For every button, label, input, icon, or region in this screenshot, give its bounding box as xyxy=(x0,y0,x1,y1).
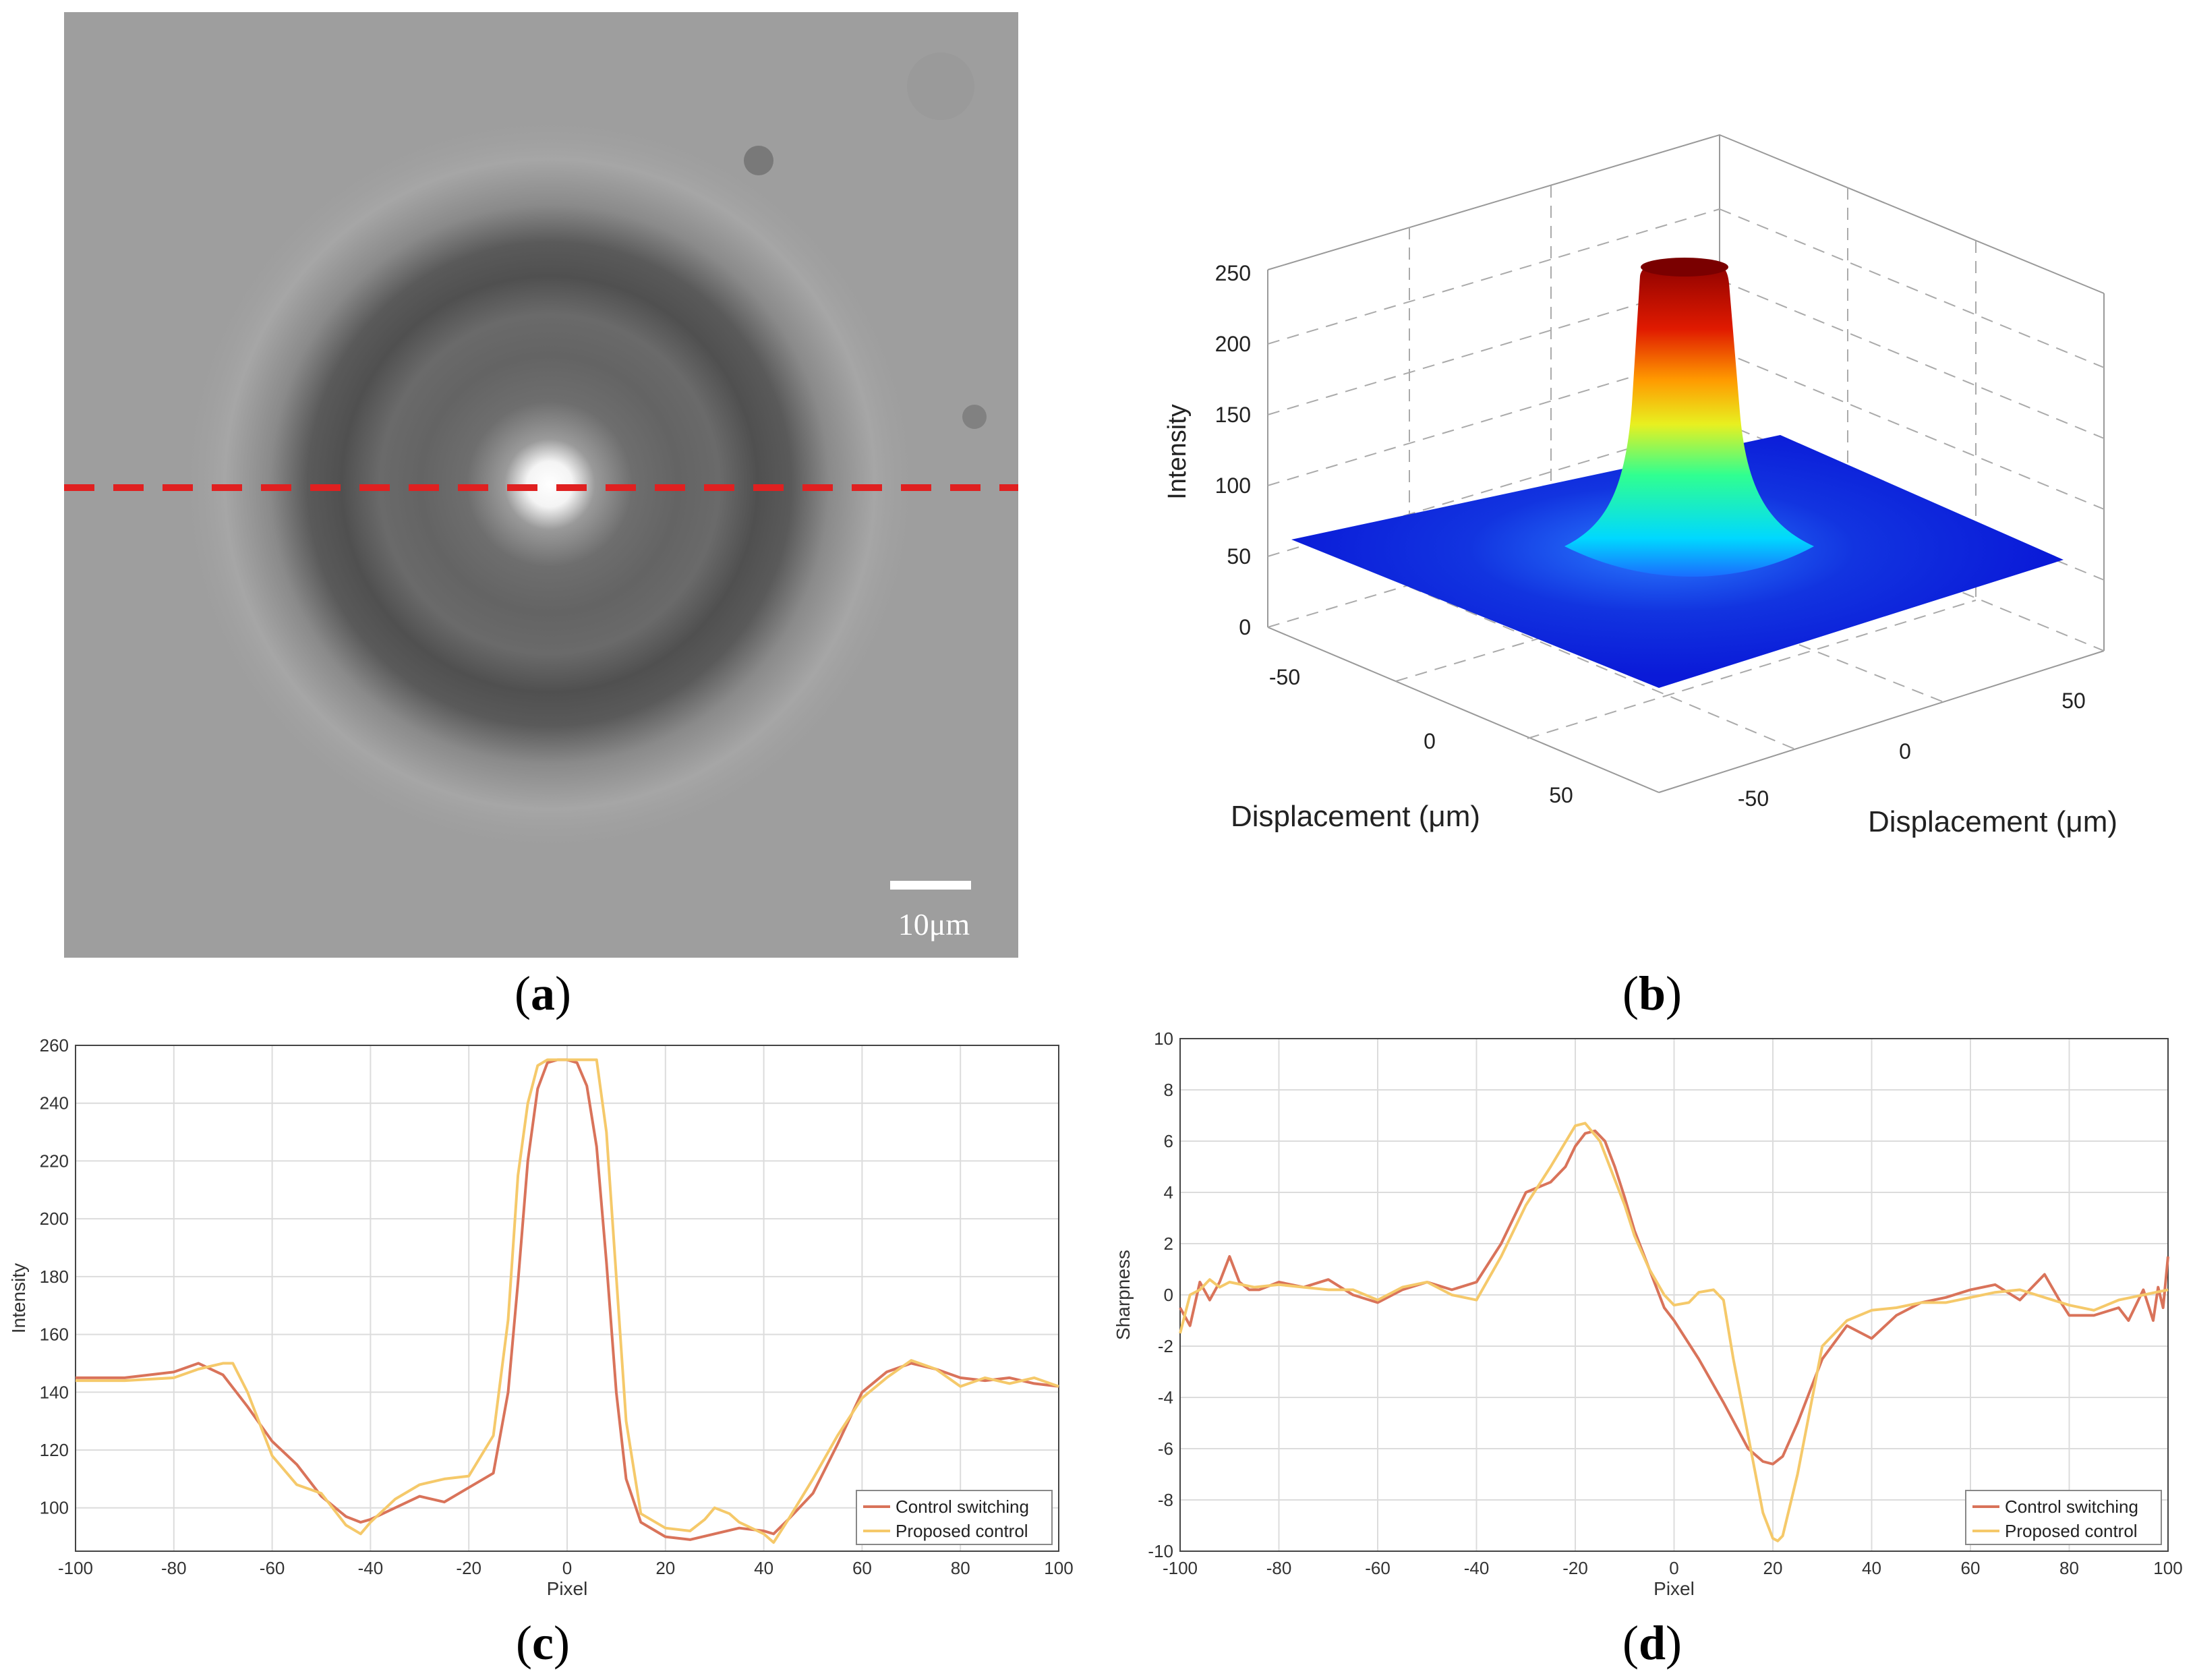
panel-a: 10μm xyxy=(64,12,1018,958)
series-line-1 xyxy=(1179,1122,2169,1542)
x-tick-label: 100 xyxy=(2153,1558,2182,1578)
x-tick-label: -100 xyxy=(58,1558,93,1578)
y-tick-label: 10 xyxy=(1154,1029,1173,1049)
x-tick-label: 40 xyxy=(754,1558,773,1578)
x-axis-label: Pixel xyxy=(547,1578,588,1599)
caption-c: (c) xyxy=(516,1616,570,1670)
svg-text:0: 0 xyxy=(1899,739,1911,763)
svg-text:-50: -50 xyxy=(1269,665,1300,689)
y-tick-label: 200 xyxy=(40,1209,69,1229)
x-tick-label: 40 xyxy=(1862,1558,1881,1578)
dust-spot xyxy=(744,146,773,175)
svg-text:200: 200 xyxy=(1215,332,1251,356)
svg-text:250: 250 xyxy=(1215,261,1251,285)
airy-ring-pattern xyxy=(172,107,927,862)
x-tick-label: 20 xyxy=(655,1558,675,1578)
y-tick-label: 4 xyxy=(1164,1182,1173,1203)
y-tick-label: 260 xyxy=(40,1035,69,1055)
box-frame xyxy=(1267,134,2105,793)
y-tick-label: -2 xyxy=(1158,1336,1173,1356)
plot-frame xyxy=(1179,1038,2169,1552)
svg-text:50: 50 xyxy=(1227,544,1251,569)
y-tick-label: 140 xyxy=(40,1382,69,1402)
x-axis-label: Displacement (μm) xyxy=(1231,800,1480,833)
svg-text:0: 0 xyxy=(1239,615,1251,639)
y-tick-label: 8 xyxy=(1164,1080,1173,1100)
y-tick-label: -4 xyxy=(1158,1387,1173,1408)
series-line-1 xyxy=(76,1058,1059,1544)
x-tick-label: -100 xyxy=(1163,1558,1198,1578)
panel-c: -100 -80 -60 -40 -20 0 20 40 60 80 100 100 120 140 160… xyxy=(0,1032,1079,1619)
y-tick-label: -10 xyxy=(1148,1541,1173,1561)
y-tick-label: 0 xyxy=(1164,1285,1173,1305)
dust-spot xyxy=(907,53,974,120)
panel-d: -100 -80 -60 -40 -20 0 20 40 60 80 100 -10 -8 -6 -4 -2 0… xyxy=(1106,1025,2192,1619)
peak-top xyxy=(1641,258,1728,277)
svg-text:150: 150 xyxy=(1215,403,1251,427)
z-axis-label: Intensity xyxy=(1163,404,1192,500)
y-axis-label: Displacement (μm) xyxy=(1868,805,2117,838)
y-axis-label: Intensity xyxy=(8,1263,29,1333)
legend xyxy=(1965,1490,2162,1545)
y-tick-label: 2 xyxy=(1164,1234,1173,1254)
x-tick-label: -20 xyxy=(456,1558,481,1578)
x-axis-label: Pixel xyxy=(1653,1578,1695,1599)
x-tick-label: 0 xyxy=(1669,1558,1678,1578)
z-tick-labels: 0 50 100 150 200 250 xyxy=(1215,261,1251,639)
caption-d: (d) xyxy=(1622,1616,1682,1670)
dust-spot xyxy=(962,405,987,429)
panel-b: 0 50 100 150 200 250 Intensity -50 0 50 … xyxy=(1133,115,2185,857)
surface-peak xyxy=(1564,259,1814,577)
legend-label: Control switching xyxy=(896,1497,1029,1517)
y-tick-label: 6 xyxy=(1164,1131,1173,1151)
x-tick-label: 80 xyxy=(2059,1558,2079,1578)
x-tick-label: 80 xyxy=(951,1558,970,1578)
legend-label: Control switching xyxy=(2005,1497,2138,1517)
x-tick-label: 20 xyxy=(1763,1558,1783,1578)
x-tick-label: 60 xyxy=(852,1558,872,1578)
x-tick-label: -60 xyxy=(1365,1558,1391,1578)
surface-plot: 0 50 100 150 200 250 Intensity -50 0 50 … xyxy=(1163,134,2117,838)
x-tick-label: -20 xyxy=(1562,1558,1588,1578)
y-tick-labels: -50 0 50 xyxy=(1738,689,2086,811)
intensity-chart: -100 -80 -60 -40 -20 0 20 40 60 80 100 100 120 140 160… xyxy=(8,1035,1074,1599)
microscope-image: 10μm xyxy=(64,12,1018,958)
svg-text:100: 100 xyxy=(1215,473,1251,498)
scale-bar xyxy=(890,881,971,890)
legend-label: Proposed control xyxy=(896,1521,1028,1541)
y-tick-label: 120 xyxy=(40,1440,69,1460)
x-tick-label: -80 xyxy=(1266,1558,1292,1578)
svg-text:50: 50 xyxy=(2061,689,2086,713)
svg-text:0: 0 xyxy=(1424,729,1436,753)
svg-text:-50: -50 xyxy=(1738,786,1769,811)
y-tick-label: 220 xyxy=(40,1151,69,1171)
x-tick-label: -60 xyxy=(260,1558,285,1578)
x-tick-label: -40 xyxy=(1464,1558,1490,1578)
y-tick-label: 240 xyxy=(40,1093,69,1113)
y-tick-label: 100 xyxy=(40,1498,69,1518)
caption-b: (b) xyxy=(1622,966,1682,1020)
x-tick-labels: -50 0 50 xyxy=(1269,665,1573,807)
y-tick-label: 180 xyxy=(40,1267,69,1287)
sharpness-chart: -100 -80 -60 -40 -20 0 20 40 60 80 100-10-8-6-4-20… xyxy=(1113,1029,2183,1599)
x-tick-label: 0 xyxy=(562,1558,572,1578)
y-tick-label: 160 xyxy=(40,1325,69,1345)
x-tick-label: 60 xyxy=(1961,1558,1981,1578)
caption-a: (a) xyxy=(515,966,571,1020)
y-tick-label: -6 xyxy=(1158,1439,1173,1459)
plot-frame xyxy=(75,1045,1059,1552)
x-tick-label: 100 xyxy=(1044,1558,1073,1578)
x-tick-label: -80 xyxy=(161,1558,187,1578)
series-line-0 xyxy=(76,1058,1059,1541)
scale-bar-label: 10μm xyxy=(898,907,970,942)
legend-label: Proposed control xyxy=(2005,1521,2138,1541)
legend xyxy=(856,1490,1053,1545)
x-tick-label: -40 xyxy=(358,1558,384,1578)
y-tick-label: -8 xyxy=(1158,1490,1173,1510)
svg-text:50: 50 xyxy=(1549,783,1573,807)
y-axis-label: Sharpness xyxy=(1113,1250,1134,1340)
